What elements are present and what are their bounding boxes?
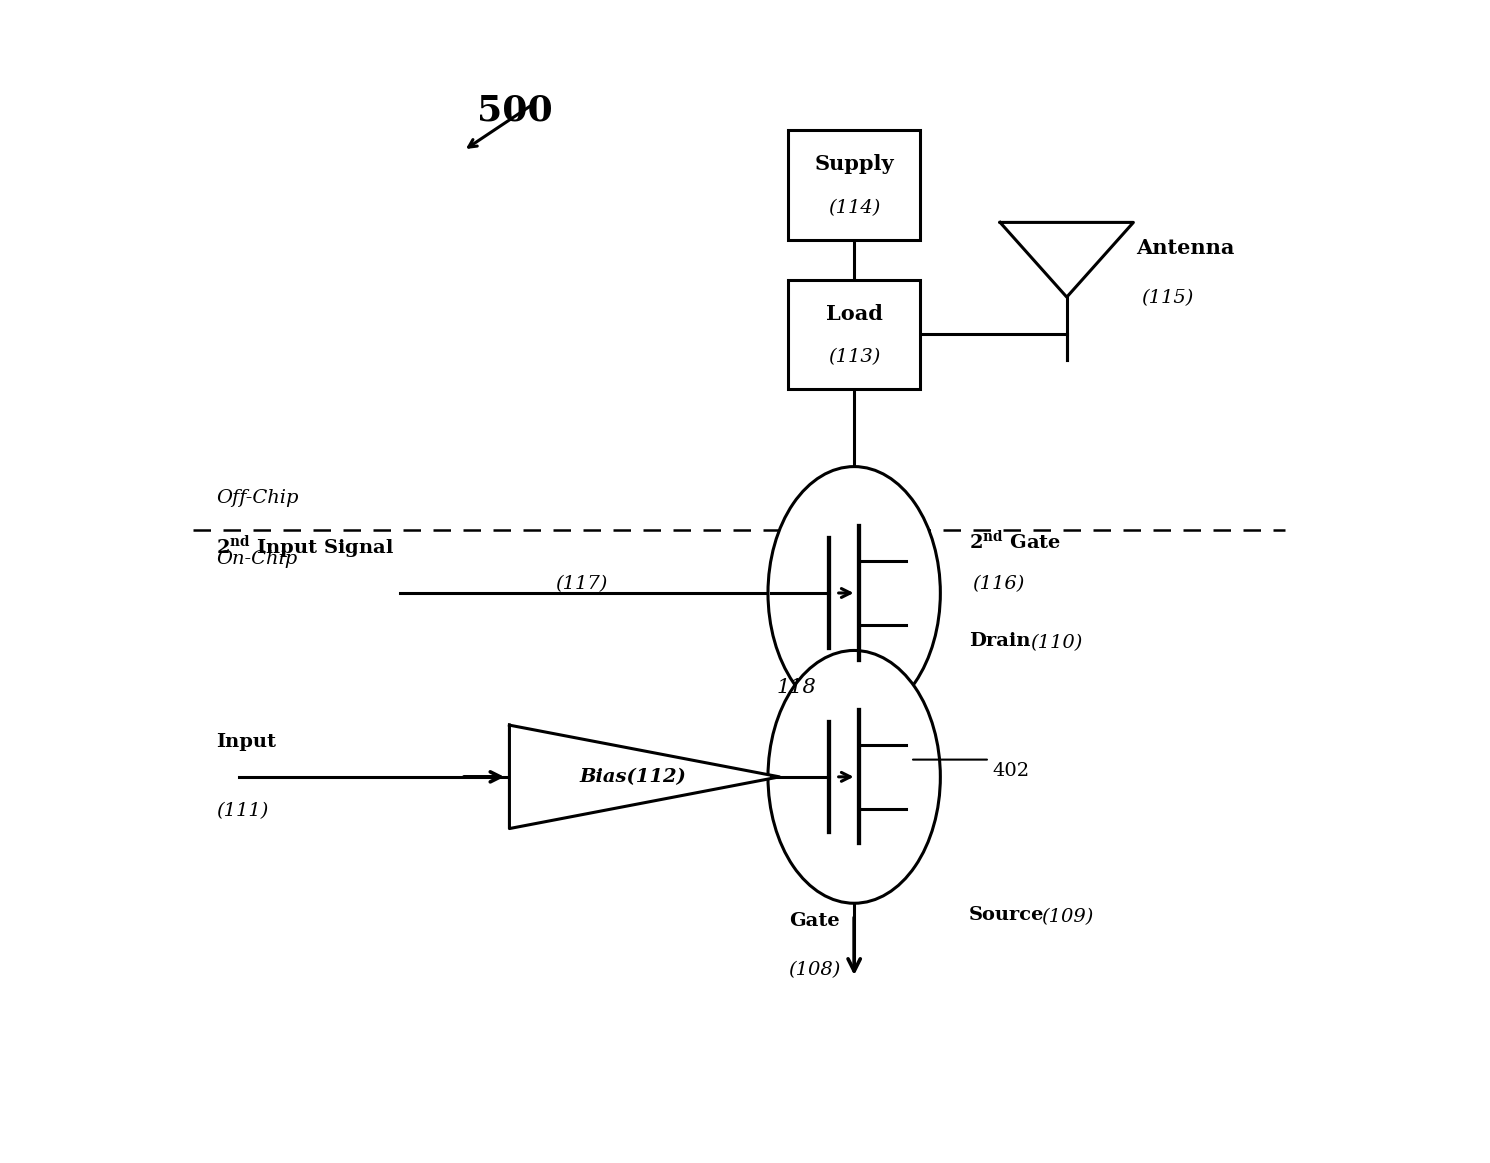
Text: 402: 402 [992,762,1030,780]
Text: (116): (116) [973,575,1025,593]
Text: Gate: Gate [788,913,839,930]
Text: 500: 500 [477,93,553,128]
Text: Source: Source [968,906,1044,923]
Text: 118: 118 [776,678,817,697]
Text: Antenna: Antenna [1135,238,1234,258]
Text: (109): (109) [1042,908,1094,926]
Text: (114): (114) [828,199,881,217]
Text: Input: Input [216,734,277,751]
Text: Bias(112): Bias(112) [580,768,687,786]
Ellipse shape [767,466,940,720]
Text: Drain: Drain [968,633,1031,650]
Bar [788,130,921,240]
Text: Supply: Supply [815,155,894,174]
Text: 2$^{\mathregular{nd}}$ Gate: 2$^{\mathregular{nd}}$ Gate [968,529,1061,554]
Text: (113): (113) [828,349,881,366]
Ellipse shape [767,650,940,904]
Text: (110): (110) [1030,635,1082,652]
Text: Off-Chip: Off-Chip [216,488,299,507]
Text: (111): (111) [216,802,268,820]
Text: On-Chip: On-Chip [216,550,298,568]
Bar [788,280,921,390]
Text: 2$^{\mathregular{nd}}$ Input Signal: 2$^{\mathregular{nd}}$ Input Signal [216,533,395,561]
Text: (117): (117) [556,575,608,593]
Text: (115): (115) [1141,288,1193,307]
Text: Load: Load [825,304,882,323]
Text: (108): (108) [788,961,840,979]
Polygon shape [510,726,779,828]
